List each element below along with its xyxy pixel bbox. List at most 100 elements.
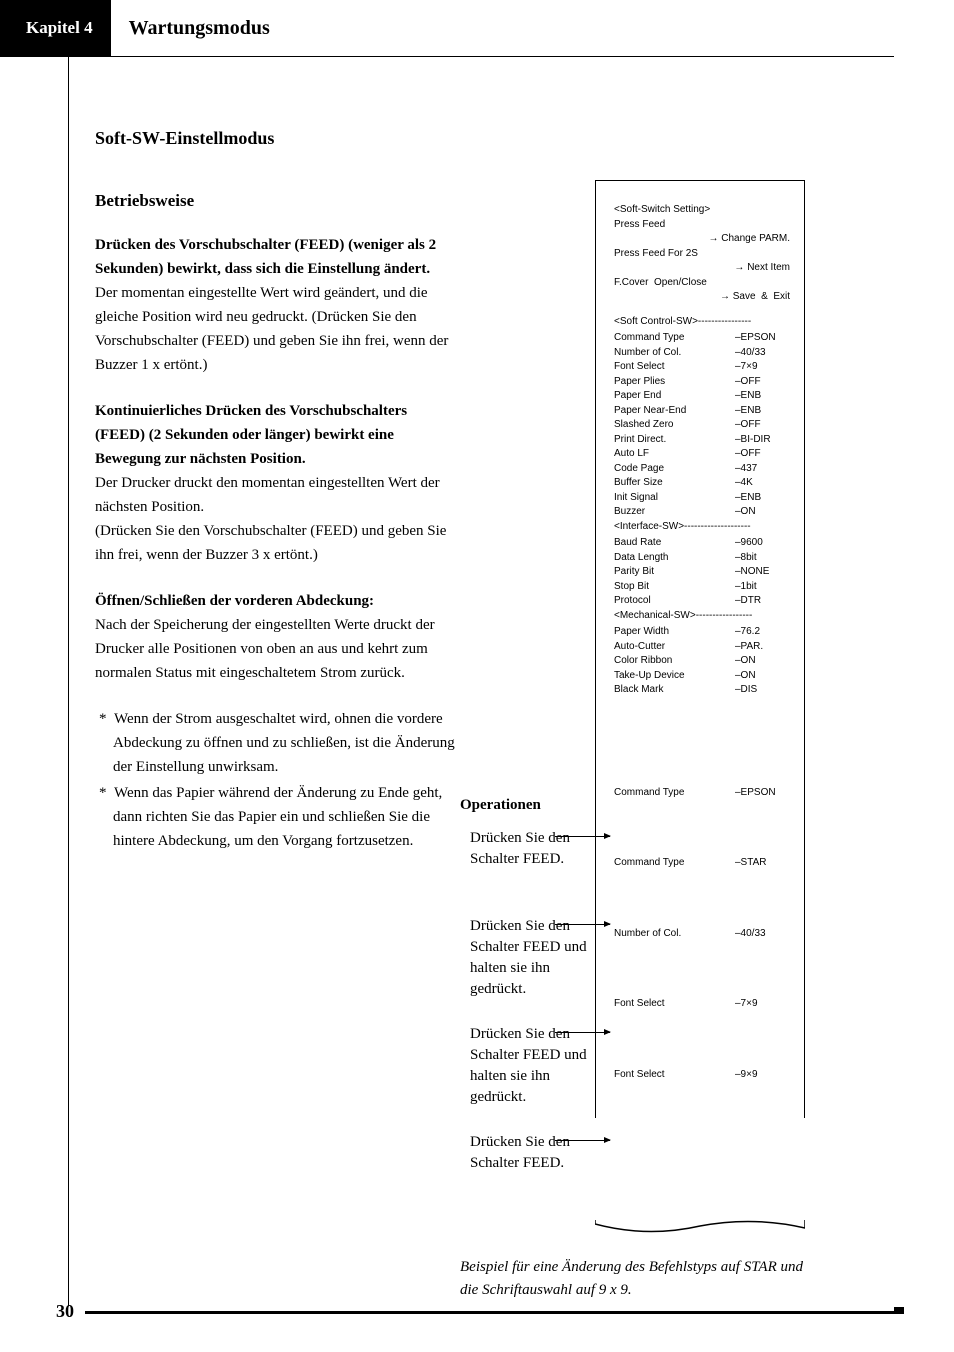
para2-text: Der Drucker druckt den momentan eingeste… xyxy=(95,475,446,563)
receipt-line: F.Cover Open/Close xyxy=(614,276,707,291)
chapter-title: Wartungsmodus xyxy=(111,0,288,56)
receipt-line: → Next Item xyxy=(614,261,790,276)
bullet-item: * Wenn das Papier während der Änderung z… xyxy=(95,781,455,853)
receipt-row: Slashed Zero –OFF xyxy=(614,418,790,433)
para2-bold: Kontinuierliches Drücken des Vorschubsch… xyxy=(95,403,407,467)
receipt-value: –OFF xyxy=(735,375,790,390)
receipt-seq-val: –EPSON xyxy=(735,786,790,801)
receipt-value: –ON xyxy=(735,669,790,684)
receipt-row: Auto LF –OFF xyxy=(614,447,790,462)
receipt-row: Paper Near-End –ENB xyxy=(614,404,790,419)
receipt-param: Paper Near-End xyxy=(614,404,686,419)
receipt-value: –BI-DIR xyxy=(735,433,790,448)
bullet1-text: Wenn der Strom ausgeschaltet wird, ohnen… xyxy=(113,711,455,775)
operation-step: Drücken Sie den Schalter FEED und halten… xyxy=(470,916,595,1000)
receipt-param: Paper Plies xyxy=(614,375,665,390)
receipt-line: Press Feed For 2S xyxy=(614,247,698,262)
receipt-line: Press Feed xyxy=(614,218,665,233)
receipt-row: Buffer Size–4K xyxy=(614,476,790,491)
receipt-row: Protocol–DTR xyxy=(614,594,790,609)
receipt-row: Code Page–437 xyxy=(614,462,790,477)
receipt-param: Color Ribbon xyxy=(614,654,672,669)
receipt-param: Init Signal xyxy=(614,491,658,506)
para3-bold: Öffnen/Schließen der vorderen Abdeckung: xyxy=(95,593,374,609)
receipt-param: Data Length xyxy=(614,551,669,566)
operation-step: Drücken Sie den Schalter FEED und halten… xyxy=(470,1024,595,1108)
receipt-value: –OFF xyxy=(735,418,790,433)
para1-text: Der momentan eingestellte Wert wird geän… xyxy=(95,285,448,373)
receipt-value: –PAR. xyxy=(735,640,790,655)
receipt-section-head: <Soft Control-SW>---------------- xyxy=(614,315,790,330)
receipt-seq-label: Font Select xyxy=(614,997,665,1012)
footer-rule-end xyxy=(894,1307,904,1314)
receipt-param: Font Select xyxy=(614,360,665,375)
receipt-param: Buzzer xyxy=(614,505,645,520)
receipt-value: –7×9 xyxy=(735,360,790,375)
arrow-icon xyxy=(555,1140,610,1141)
receipt-row: Auto-Cutter –PAR. xyxy=(614,640,790,655)
receipt-seq-val: –9×9 xyxy=(735,1068,790,1083)
receipt-row: Print Direct. –BI-DIR xyxy=(614,433,790,448)
receipt-printout: <Soft-Switch Setting> Press Feed → Chang… xyxy=(595,180,805,1118)
operation-step: Drücken Sie den Schalter FEED. xyxy=(470,828,595,870)
receipt-param: Auto LF xyxy=(614,447,649,462)
receipt-heading: <Soft-Switch Setting> xyxy=(614,203,710,218)
receipt-value: –ON xyxy=(735,654,790,669)
section-title: Soft-SW-Einstellmodus xyxy=(95,128,455,149)
receipt-param: Paper End xyxy=(614,389,661,404)
main-content: Soft-SW-Einstellmodus Betriebsweise Drüc… xyxy=(95,128,455,855)
receipt-line: → Change PARM. xyxy=(614,232,790,247)
receipt-seq-label: Number of Col. xyxy=(614,927,681,942)
receipt-param: Auto-Cutter xyxy=(614,640,665,655)
receipt-row: Paper End–ENB xyxy=(614,389,790,404)
receipt-row: Buzzer –ON xyxy=(614,505,790,520)
receipt-value: –DTR xyxy=(735,594,790,609)
receipt-row: Number of Col.–40/33 xyxy=(614,346,790,361)
receipt-row: Black Mark–DIS xyxy=(614,683,790,698)
receipt-value: –8bit xyxy=(735,551,790,566)
operation-step: Drücken Sie den Schalter FEED. xyxy=(470,1132,595,1174)
footer-rule xyxy=(85,1311,896,1314)
receipt-value: –ENB xyxy=(735,404,790,419)
receipt-row: Stop Bit–1bit xyxy=(614,580,790,595)
arrow-icon xyxy=(555,924,610,925)
receipt-value: –9600 xyxy=(735,536,790,551)
receipt-seq-val: –40/33 xyxy=(735,927,790,942)
para1-bold: Drücken des Vorschubschalter (FEED) (wen… xyxy=(95,237,436,277)
receipt-param: Baud Rate xyxy=(614,536,661,551)
receipt-row: Command Type–EPSON xyxy=(614,331,790,346)
receipt-seq-val: –STAR xyxy=(735,856,790,871)
receipt-param: Take-Up Device xyxy=(614,669,685,684)
receipt-value: –ON xyxy=(735,505,790,520)
bullet-item: * Wenn der Strom ausgeschaltet wird, ohn… xyxy=(95,707,455,779)
side-rule xyxy=(68,56,69,1306)
receipt-param: Paper Width xyxy=(614,625,669,640)
receipt-param: Print Direct. xyxy=(614,433,666,448)
page-header: Kapitel 4 Wartungsmodus xyxy=(0,0,954,56)
receipt-seq-label: Command Type xyxy=(614,786,684,801)
chapter-title-text: Wartungsmodus xyxy=(129,17,270,40)
receipt-row: Color Ribbon –ON xyxy=(614,654,790,669)
receipt-seq-val: –7×9 xyxy=(735,997,790,1012)
receipt-param: Slashed Zero xyxy=(614,418,673,433)
receipt-row: Take-Up Device –ON xyxy=(614,669,790,684)
header-rule xyxy=(0,56,894,57)
receipt-seq-label: Command Type xyxy=(614,856,684,871)
chapter-label: Kapitel 4 xyxy=(26,18,93,38)
receipt-row: Baud Rate –9600 xyxy=(614,536,790,551)
receipt-tear-icon xyxy=(595,1220,805,1238)
subsection-title: Betriebsweise xyxy=(95,191,455,211)
receipt-row: Paper Plies –OFF xyxy=(614,375,790,390)
receipt-row: Paper Width –76.2 xyxy=(614,625,790,640)
paragraph-block: Kontinuierliches Drücken des Vorschubsch… xyxy=(95,399,455,567)
receipt-value: –OFF xyxy=(735,447,790,462)
operations-label: Operationen xyxy=(460,797,541,814)
receipt-value: –76.2 xyxy=(735,625,790,640)
receipt-param: Parity Bit xyxy=(614,565,654,580)
receipt-section-head: <Interface-SW>-------------------- xyxy=(614,520,790,535)
receipt-value: –ENB xyxy=(735,491,790,506)
bullet2-text: Wenn das Papier während der Änderung zu … xyxy=(113,785,442,849)
receipt-value: –1bit xyxy=(735,580,790,595)
receipt-line: → Save & Exit xyxy=(614,290,790,305)
receipt-value: –4K xyxy=(735,476,790,491)
